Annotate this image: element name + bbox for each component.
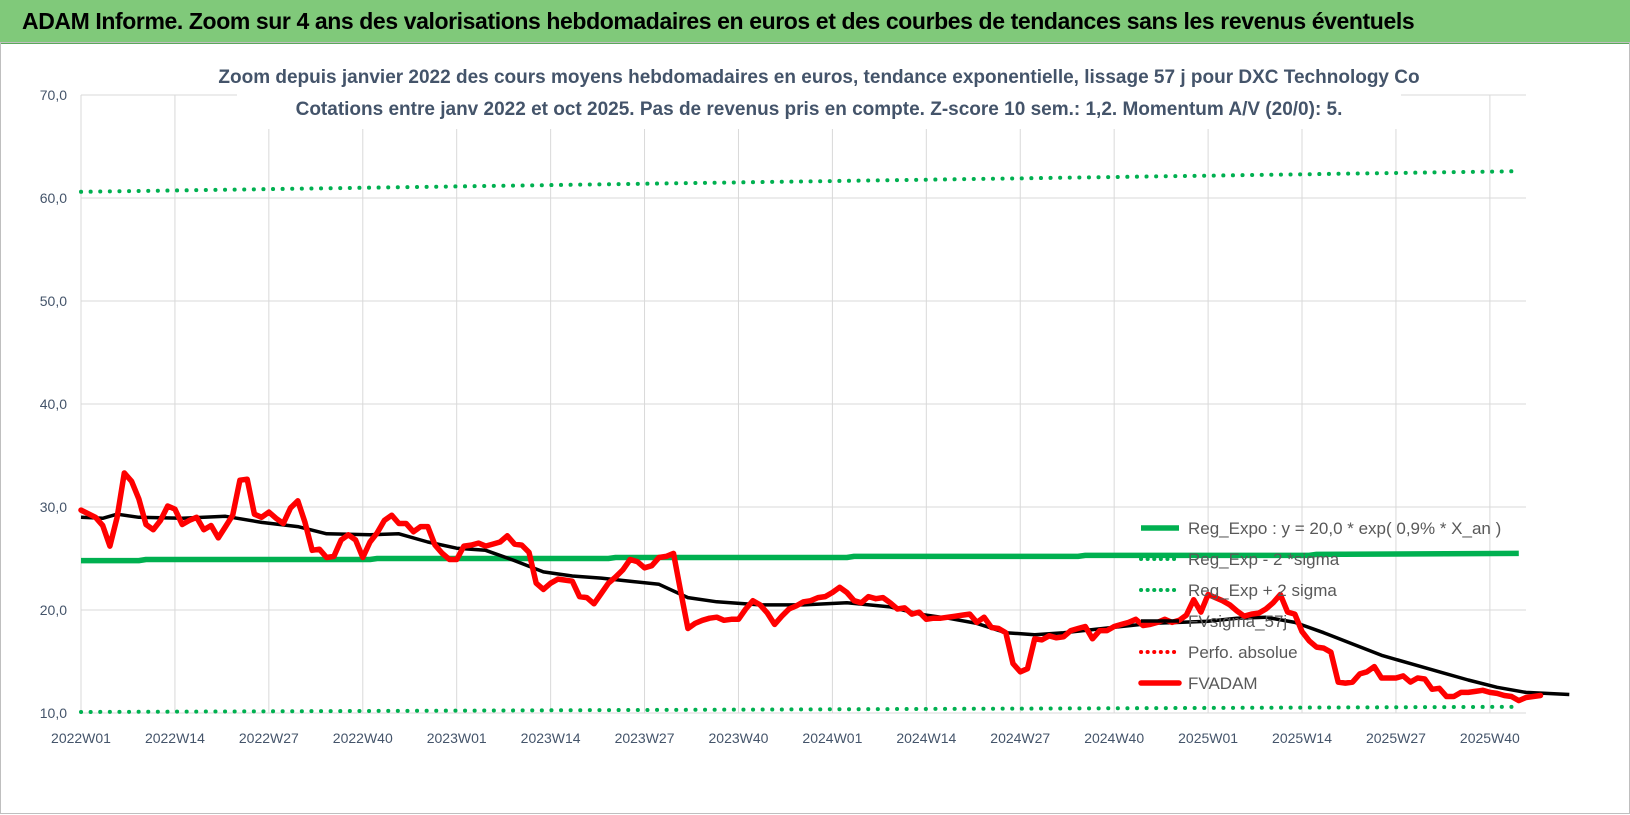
x-tick-label: 2022W01 — [51, 730, 111, 746]
chart-frame: 10,0 20,0 30,0 40,0 50,0 60,0 70,0 2022W01 2022… — [0, 42, 1630, 814]
x-tick-label: 2025W01 — [1178, 730, 1238, 746]
y-tick-label: 50,0 — [40, 293, 67, 309]
x-tick-label: 2023W01 — [427, 730, 487, 746]
x-tick-label: 2024W01 — [802, 730, 862, 746]
legend-label: Reg_Expo : y = 20,0 * exp( 0,9% * X_an ) — [1188, 519, 1501, 538]
series-line — [78, 470, 1544, 704]
y-tick-label: 60,0 — [40, 190, 67, 206]
x-tick-label: 2022W14 — [145, 730, 205, 746]
x-tick-label: 2024W27 — [990, 730, 1050, 746]
legend-label: FVADAM — [1188, 674, 1258, 693]
chart-subtitle: Cotations entre janv 2022 et oct 2025. P… — [296, 99, 1343, 120]
x-tick-label: 2023W40 — [709, 730, 769, 746]
chart-legend: Reg_Expo : y = 20,0 * exp( 0,9% * X_an )… — [1138, 519, 1501, 693]
x-tick-label: 2025W27 — [1366, 730, 1426, 746]
chart-grid — [80, 94, 1526, 714]
x-axis-ticks: 2022W01 2022W14 2022W27 2022W40 2023W01 2023W… — [51, 730, 1520, 746]
y-tick-label: 20,0 — [40, 602, 67, 618]
x-tick-label: 2024W14 — [896, 730, 956, 746]
report-banner: ADAM Informe. Zoom sur 4 ans des valoris… — [0, 0, 1630, 44]
series-line — [81, 550, 1519, 564]
y-tick-label: 30,0 — [40, 499, 67, 515]
series-line — [79, 169, 1521, 194]
x-tick-label: 2024W40 — [1084, 730, 1144, 746]
y-tick-label: 10,0 — [40, 705, 67, 721]
report-title: ADAM Informe. Zoom sur 4 ans des valoris… — [22, 8, 1415, 34]
x-tick-label: 2025W40 — [1460, 730, 1520, 746]
chart-title: Zoom depuis janvier 2022 des cours moyen… — [218, 67, 1419, 88]
x-tick-label: 2022W40 — [333, 730, 393, 746]
x-tick-label: 2025W14 — [1272, 730, 1332, 746]
y-tick-label: 70,0 — [40, 87, 67, 103]
x-tick-label: 2023W27 — [615, 730, 675, 746]
series-line — [79, 704, 1521, 714]
legend-label: FVsigma_57j — [1188, 612, 1287, 631]
x-tick-label: 2022W27 — [239, 730, 299, 746]
title-background — [237, 51, 1401, 129]
chart-series — [78, 169, 1570, 714]
legend-label: Reg_Exp + 2 sigma — [1188, 581, 1337, 600]
x-tick-label: 2023W14 — [521, 730, 581, 746]
series-line — [80, 512, 1570, 697]
y-tick-label: 40,0 — [40, 396, 67, 412]
y-axis-ticks: 10,0 20,0 30,0 40,0 50,0 60,0 70,0 — [40, 87, 67, 721]
line-chart: 10,020,030,040,050,060,070,0 2022W01 2022… — [40, 51, 1570, 746]
legend-label: Reg_Exp - 2 *sigma — [1188, 550, 1340, 569]
legend-label: Perfo. absolue — [1188, 643, 1298, 662]
